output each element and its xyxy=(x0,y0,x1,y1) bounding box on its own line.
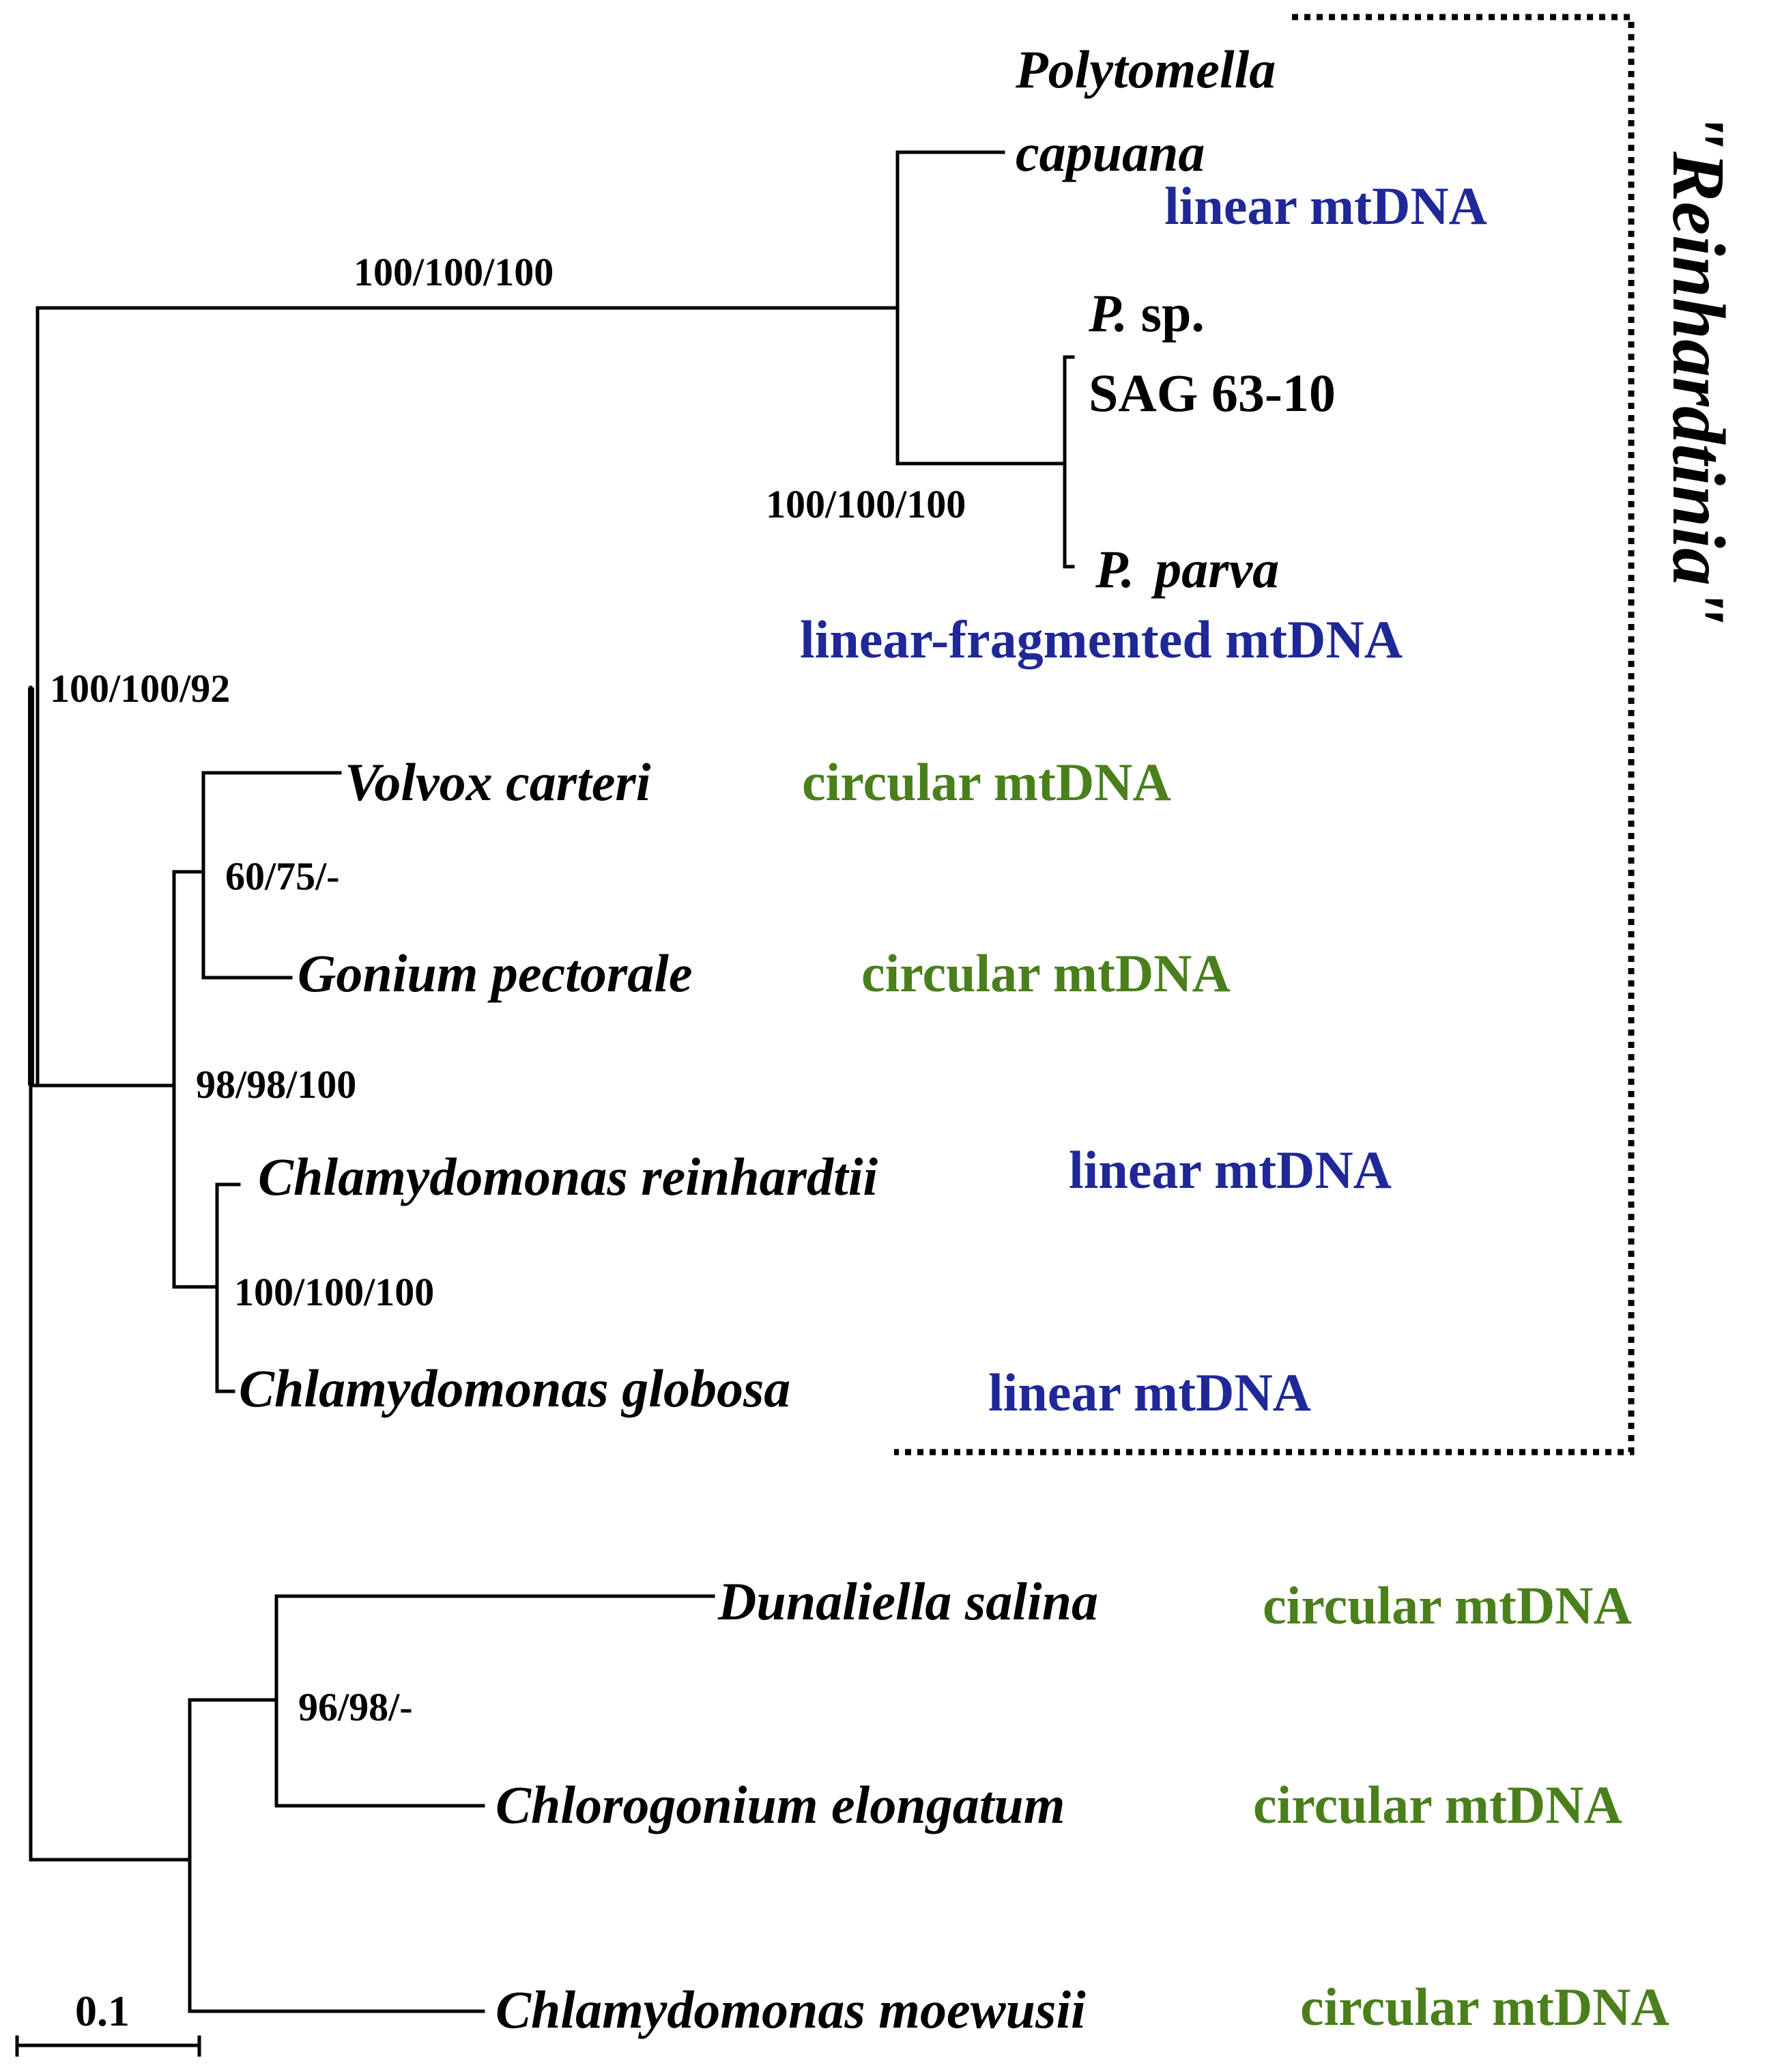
mtdna-label-gonium: circular mtDNA xyxy=(861,943,1231,1003)
mtdna-label-c-reinhardtii: linear mtDNA xyxy=(1069,1140,1392,1200)
reinhardtinia-clade-label: "Reinhardtinia" xyxy=(1657,110,1740,627)
support-volvocine: 98/98/100 xyxy=(196,1062,356,1107)
taxon-p-sp-strain: SAG 63-10 xyxy=(1089,363,1336,423)
taxon-p-sp-epithet: sp. xyxy=(1128,283,1205,343)
support-values: 100/100/100 100/100/100 100/100/92 60/75… xyxy=(50,250,966,1729)
taxon-gonium-pectorale: Gonium pectorale xyxy=(298,943,693,1003)
scale-bar: 0.1 xyxy=(15,1987,201,2057)
support-chlamydomonas-pair: 100/100/100 xyxy=(234,1270,434,1314)
mtdna-label-polytomella-capuana: linear mtDNA xyxy=(1164,176,1487,236)
taxon-p-parva-genus: P. xyxy=(1095,539,1134,599)
mtdna-label-polytomella-fragmented: linear-fragmented mtDNA xyxy=(800,610,1403,669)
mtdna-label-dunaliella: circular mtDNA xyxy=(1263,1576,1632,1635)
taxon-p-parva: P. parva xyxy=(1095,539,1279,599)
taxon-p-parva-epithet: parva xyxy=(1151,539,1279,599)
taxon-polytomella-line1: Polytomella xyxy=(1015,40,1276,99)
mtdna-label-volvox: circular mtDNA xyxy=(802,752,1171,812)
taxon-polytomella-line2: capuana xyxy=(1016,123,1205,182)
taxon-p-sp: P. sp. xyxy=(1088,283,1205,343)
scale-bar-label: 0.1 xyxy=(75,1987,130,2035)
taxon-chlamydomonas-reinhardtii: Chlamydomonas reinhardtii xyxy=(258,1147,878,1206)
mtdna-label-c-moewusii: circular mtDNA xyxy=(1300,1977,1669,2036)
support-volvox-gonium: 60/75/- xyxy=(225,854,340,898)
mtdna-labels: linear mtDNA linear-fragmented mtDNA cir… xyxy=(800,176,1669,2036)
tree-branches xyxy=(28,150,1075,2013)
taxon-chlamydomonas-moewusii: Chlamydomonas moewusii xyxy=(496,1980,1086,2039)
support-reinhardtinia: 100/100/92 xyxy=(50,666,230,711)
reinhardtinia-dotted-bracket xyxy=(894,14,1635,1456)
taxon-volvox-carteri: Volvox carteri xyxy=(345,752,651,812)
taxon-p-sp-genus: P. xyxy=(1088,283,1128,343)
support-polytomella-inner: 100/100/100 xyxy=(766,482,966,526)
taxon-chlamydomonas-globosa: Chlamydomonas globosa xyxy=(239,1359,790,1418)
taxon-labels: Polytomella capuana P. sp. SAG 63-10 P. p… xyxy=(239,40,1336,2039)
mtdna-label-c-globosa: linear mtDNA xyxy=(988,1363,1311,1422)
mtdna-label-chlorogonium: circular mtDNA xyxy=(1253,1775,1622,1834)
taxon-dunaliella-salina: Dunaliella salina xyxy=(717,1572,1098,1631)
support-polytomella-stem: 100/100/100 xyxy=(354,250,554,294)
reinhardtinia-bracket: "Reinhardtinia" xyxy=(894,14,1740,1456)
branch-root-thick-segment xyxy=(28,687,34,1085)
support-dunaliella-chlorogonium: 96/98/- xyxy=(298,1685,413,1729)
taxon-chlorogonium-elongatum: Chlorogonium elongatum xyxy=(496,1775,1065,1834)
